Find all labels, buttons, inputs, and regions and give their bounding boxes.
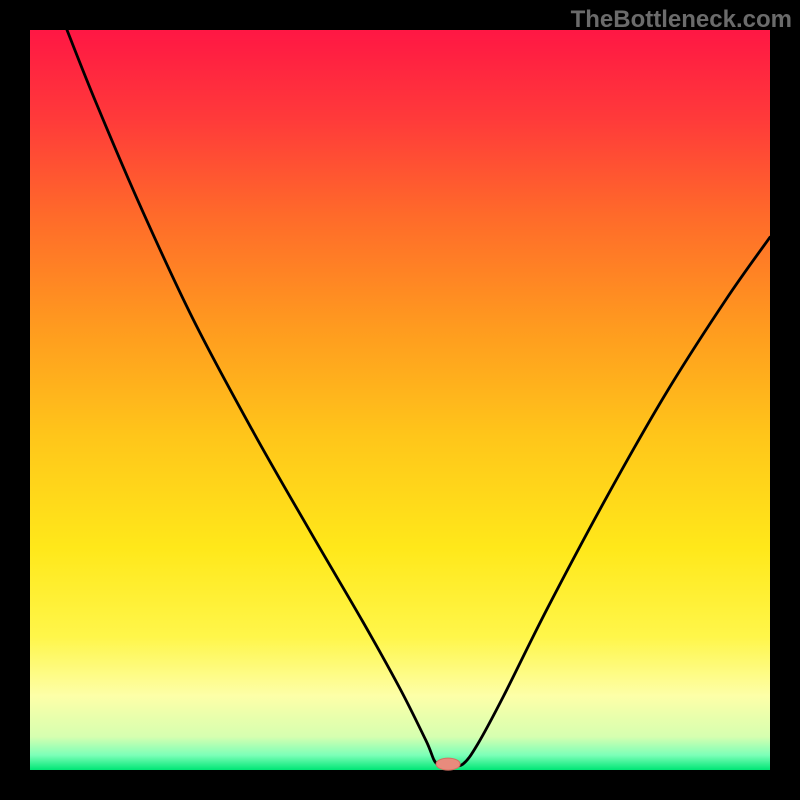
optimal-point-marker	[436, 758, 460, 770]
chart-container: TheBottleneck.com	[0, 0, 800, 800]
bottleneck-chart	[0, 0, 800, 800]
plot-background	[30, 30, 770, 770]
